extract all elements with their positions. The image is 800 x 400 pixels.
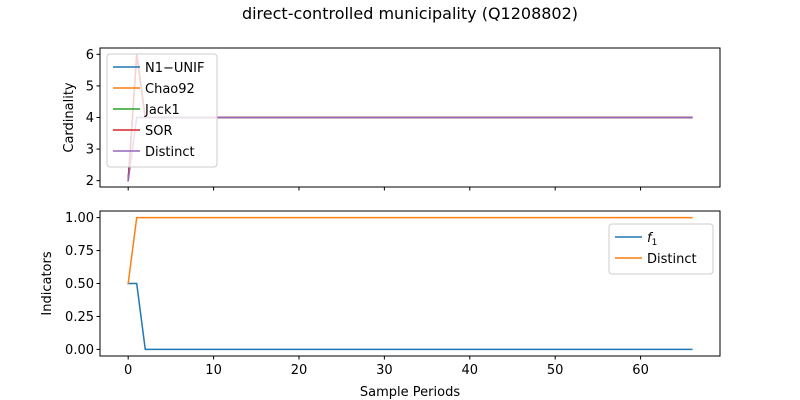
y-tick-label: 4 [86,111,94,126]
legend: N1−UNIF Chao92 Jack1 SOR Distinct [106,53,218,168]
panel-cardinality: 2 3 4 5 6 Cardinality N1−UNIF Chao92 Jack1 SOR Dis… [62,47,721,191]
x-tick-label: 30 [376,363,393,378]
series-line-f1 [127,282,693,351]
x-tick-label: 60 [632,363,649,378]
chart-title: direct-controlled municipality (Q1208802… [242,4,578,23]
x-tick-label: 50 [547,363,564,378]
y-axis-label: Indicators [40,251,55,315]
series-line-distinct [127,216,693,285]
y-tick-label: 0.75 [65,244,94,259]
legend-label: Chao92 [145,82,195,97]
x-tick-label: 20 [291,363,308,378]
legend: f1 Distinct [608,223,714,275]
y-tick-label: 3 [86,143,94,158]
y-tick-label: 2 [86,174,94,189]
legend-label: Distinct [647,252,697,267]
legend-label: N1−UNIF [145,61,204,76]
legend-frame [106,53,218,168]
y-tick-label: 0.00 [65,343,94,358]
y-tick-label: 5 [86,79,94,94]
x-tick-label: 40 [462,363,479,378]
panel-indicators: 0 10 20 30 40 50 60 0.00 0.25 0.50 0.75 1.00 Indicat… [40,210,721,378]
y-axis-label: Cardinality [62,82,77,153]
legend-label: SOR [145,124,173,139]
x-tick-label: 0 [124,363,132,378]
y-tick-label: 6 [86,48,94,63]
legend-label: f1 [647,231,657,248]
y-tick-label: 1.00 [65,211,94,226]
legend-label: Jack1 [144,103,180,118]
x-tick-label: 10 [205,363,222,378]
legend-label: Distinct [145,145,195,160]
y-tick-label: 0.50 [65,277,94,292]
series-lines [127,216,693,351]
y-tick-label: 0.25 [65,310,94,325]
x-axis-label: Sample Periods [360,385,460,400]
